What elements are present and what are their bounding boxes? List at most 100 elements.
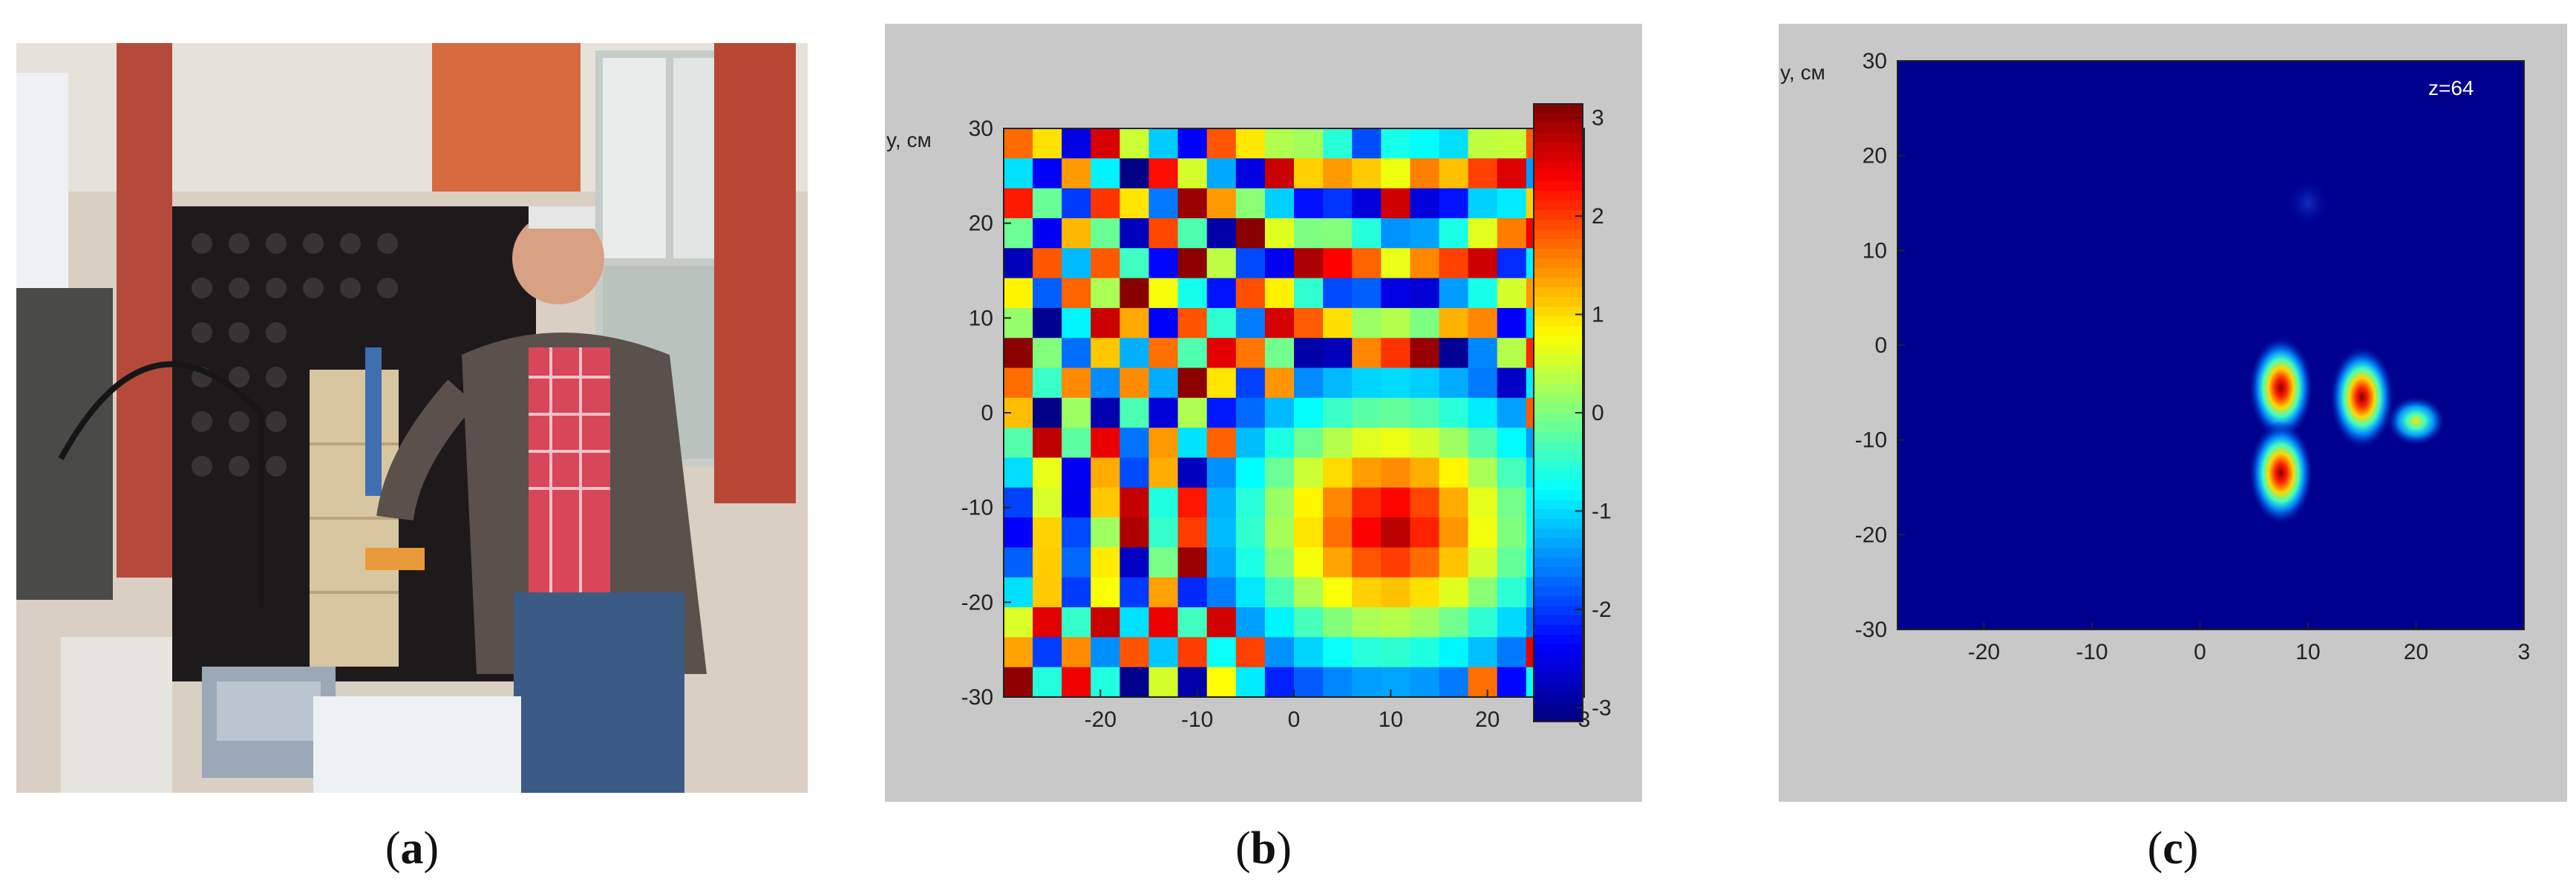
phase-cell: [1177, 338, 1208, 369]
phase-cell: [1206, 487, 1237, 518]
phase-cell: [1439, 487, 1469, 518]
phase-cell: [1119, 577, 1150, 608]
phase-cell: [1294, 547, 1324, 578]
colorbar-segment: [1534, 693, 1583, 703]
phase-cell: [1497, 158, 1527, 189]
colorbar-segment: [1534, 297, 1583, 307]
phase-cell: [1323, 517, 1353, 549]
phase-cell: [1410, 397, 1440, 428]
phase-cell: [1410, 188, 1440, 219]
intensity-map-y-ticks: 30 20 10 0 -10 -20 -30: [1855, 49, 1905, 642]
phase-cell: [1177, 307, 1208, 339]
intensity-y-tick-label: 0: [1874, 333, 1887, 358]
phase-cell: [1352, 547, 1382, 578]
phase-cell: [1352, 338, 1382, 369]
phase-cell: [1119, 188, 1150, 219]
colorbar-segment: [1534, 480, 1583, 491]
phase-cell: [1381, 487, 1410, 518]
phase-cell: [1381, 278, 1410, 309]
phase-cell: [1235, 188, 1266, 219]
colorbar-segment: [1534, 278, 1583, 288]
phase-cell: [1091, 158, 1120, 189]
phase-cell: [1033, 188, 1062, 219]
phase-y-tick-label: -30: [961, 685, 993, 710]
phase-cell: [1062, 428, 1091, 459]
colorbar-segment: [1534, 538, 1583, 549]
phase-cell: [1497, 128, 1527, 159]
phase-cell: [1004, 607, 1033, 638]
phase-cell: [1206, 428, 1237, 459]
phase-cell: [1468, 367, 1498, 399]
phase-cell: [1264, 577, 1295, 608]
colorbar-segment: [1534, 432, 1583, 442]
phase-cell: [1439, 577, 1469, 608]
phase-cell: [1177, 487, 1208, 518]
phase-cell: [1294, 637, 1324, 668]
phase-cell: [1352, 397, 1382, 428]
phase-cell: [1119, 158, 1150, 189]
phase-cell: [1264, 248, 1295, 279]
phase-cell: [1235, 428, 1266, 459]
phase-cell: [1119, 667, 1150, 698]
phase-cell: [1119, 547, 1150, 578]
phase-cell: [1004, 517, 1033, 549]
phase-cell: [1264, 517, 1295, 549]
phase-cell: [1439, 307, 1469, 339]
phase-cell: [1410, 487, 1440, 518]
phase-x-tick-label: 0: [1288, 707, 1301, 732]
phase-cell: [1091, 607, 1120, 638]
phase-cell: [1235, 577, 1266, 608]
intensity-y-tick-label: 30: [1863, 49, 1887, 73]
phase-cell: [1235, 457, 1266, 488]
phase-cell: [1264, 457, 1295, 488]
phase-cell: [1235, 128, 1266, 159]
phase-cell: [1033, 428, 1062, 459]
phase-cell: [1323, 487, 1353, 518]
colorbar-segment: [1534, 384, 1583, 394]
phase-cell: [1091, 307, 1120, 339]
phase-cell: [1206, 607, 1237, 638]
phase-cell: [1294, 667, 1324, 698]
phase-cell: [1062, 397, 1091, 428]
phase-cell: [1439, 248, 1469, 279]
phase-cell: [1381, 607, 1410, 638]
phase-cell: [1091, 218, 1120, 249]
phase-cell: [1410, 607, 1440, 638]
phase-cell: [1119, 397, 1150, 428]
phase-cell: [1177, 577, 1208, 608]
phase-cell: [1177, 397, 1208, 428]
phase-cell: [1148, 278, 1179, 309]
phase-cell: [1294, 307, 1324, 339]
phase-cell: [1323, 637, 1353, 668]
phase-cell: [1264, 278, 1295, 309]
phase-cell: [1468, 457, 1498, 488]
colorbar-segment: [1534, 316, 1583, 327]
phase-cell: [1004, 367, 1033, 399]
phase-cell: [1497, 428, 1527, 459]
phase-cell: [1410, 278, 1440, 309]
phase-cell: [1235, 637, 1266, 668]
phase-cell: [1323, 128, 1353, 159]
phase-cell: [1148, 428, 1179, 459]
colorbar-segment: [1534, 258, 1583, 269]
intensity-y-tick-label: 10: [1863, 238, 1887, 263]
phase-cell: [1497, 307, 1527, 339]
colorbar-segment: [1534, 625, 1583, 635]
phase-cell: [1004, 547, 1033, 578]
phase-cell: [1004, 667, 1033, 698]
colorbar-segment: [1534, 615, 1583, 626]
phase-cell: [1206, 128, 1237, 159]
intensity-blob: [2329, 345, 2395, 450]
phase-cell: [1033, 547, 1062, 578]
phase-cell: [1352, 517, 1382, 549]
phase-cell: [1294, 457, 1324, 488]
phase-cell: [1004, 158, 1033, 189]
phase-cell: [1033, 338, 1062, 369]
phase-y-tick-label: 10: [969, 306, 993, 330]
intensity-x-tick-label: -20: [1968, 640, 2000, 664]
phase-cell: [1091, 338, 1120, 369]
phase-cell: [1062, 487, 1091, 518]
phase-cell: [1206, 547, 1237, 578]
